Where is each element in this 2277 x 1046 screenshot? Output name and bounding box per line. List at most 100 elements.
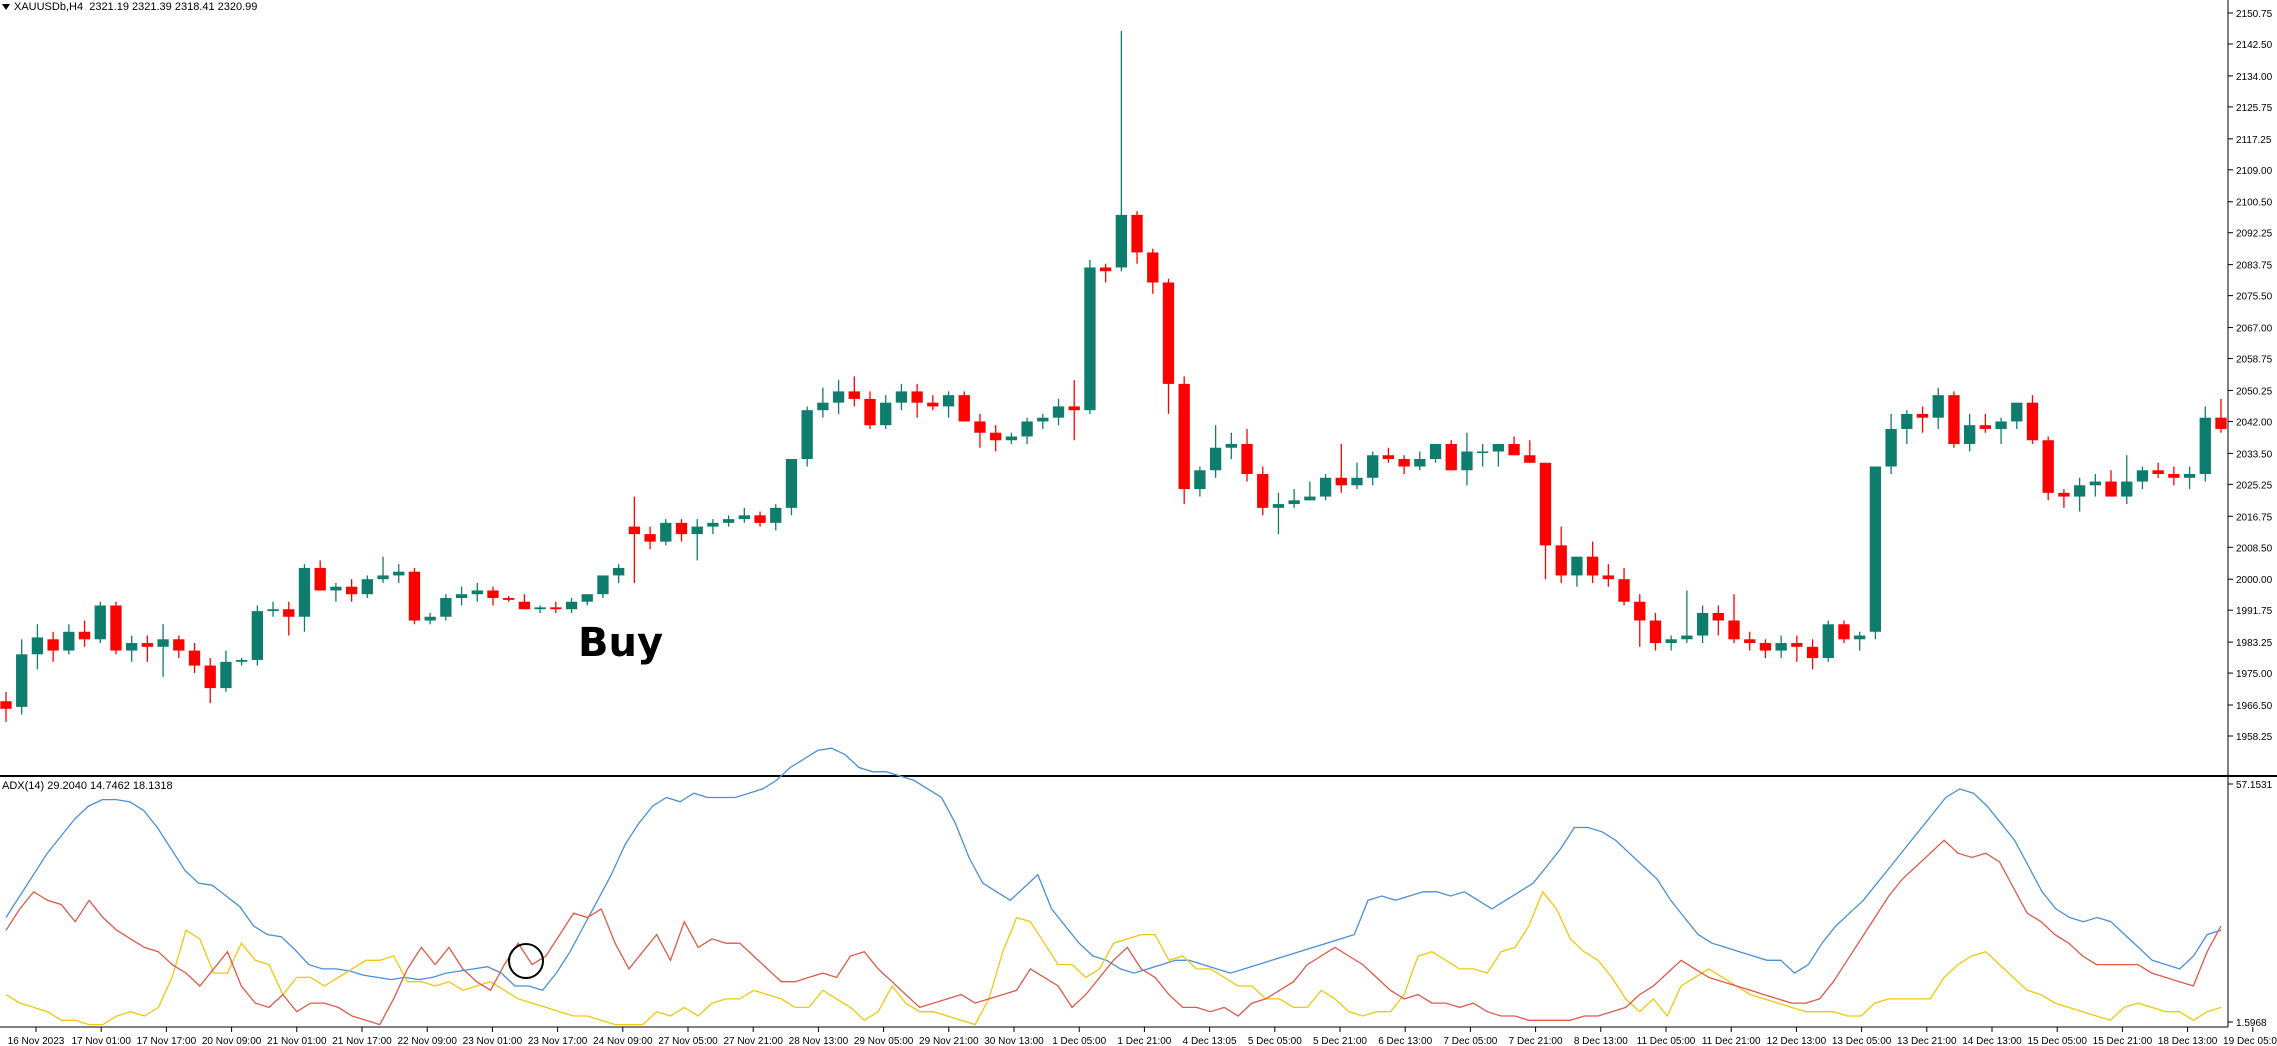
candles-layer — [0, 30, 2227, 722]
time-tick-label: 16 Nov 2023 — [8, 1036, 65, 1046]
candle — [958, 391, 970, 422]
time-tick-label: 6 Dec 13:00 — [1378, 1036, 1432, 1046]
candle — [660, 519, 672, 546]
candle — [1995, 417, 2007, 444]
candle — [94, 601, 106, 644]
candle — [440, 594, 452, 621]
price-tick-label: 2000.00 — [2236, 575, 2273, 586]
price-tick-label: 2067.00 — [2236, 324, 2273, 335]
candle — [345, 579, 358, 602]
candle — [1272, 492, 1285, 535]
candle — [1822, 620, 1834, 662]
time-tick-label: 1 Dec 05:00 — [1052, 1036, 1106, 1046]
candle — [1728, 594, 1740, 644]
candle — [1052, 398, 1065, 426]
time-tick-label: 21 Nov 17:00 — [332, 1036, 392, 1046]
candle — [361, 575, 373, 598]
time-tick-label: 30 Nov 13:00 — [984, 1036, 1044, 1046]
candle — [204, 658, 216, 704]
time-tick-label: 17 Nov 01:00 — [71, 1036, 131, 1046]
candle — [1084, 259, 1096, 414]
candle — [1634, 594, 1646, 647]
dropdown-triangle-icon[interactable] — [2, 4, 10, 11]
candle — [2026, 395, 2039, 444]
candle — [1037, 413, 1049, 429]
candle — [455, 586, 468, 606]
price-tick-label: 1983.25 — [2236, 638, 2273, 649]
candle — [832, 380, 845, 414]
candle — [1429, 443, 1442, 463]
candle — [1744, 631, 1756, 651]
candle — [1162, 278, 1175, 414]
candle — [1319, 474, 1332, 501]
candle — [377, 556, 389, 583]
candle — [110, 601, 122, 655]
candle — [2215, 398, 2227, 433]
candle — [1665, 635, 1677, 651]
candle — [817, 387, 829, 418]
time-tick-label: 13 Dec 05:00 — [1832, 1036, 1892, 1046]
buy-label: Buy — [578, 620, 664, 666]
candle — [16, 639, 28, 715]
price-tick-label: 2150.75 — [2236, 9, 2273, 20]
candle — [1524, 440, 1536, 463]
price-tick-label: 2008.50 — [2236, 543, 2273, 554]
candle — [613, 564, 625, 583]
candle — [1571, 556, 1583, 587]
price-tick-label: 2058.75 — [2236, 355, 2273, 366]
time-tick-label: 17 Nov 17:00 — [137, 1036, 197, 1046]
adx-tick-label: 1.5968 — [2236, 1018, 2267, 1029]
candle — [330, 582, 342, 602]
candle — [927, 395, 939, 411]
adx-tick-label: 57.1531 — [2236, 780, 2273, 791]
candle — [1885, 413, 1897, 475]
candle — [848, 376, 860, 407]
candle — [1696, 605, 1709, 644]
candle — [1806, 639, 1819, 670]
candle — [298, 564, 311, 632]
time-tick-label: 15 Dec 05:00 — [2027, 1036, 2087, 1046]
candle — [408, 567, 421, 625]
time-tick-label: 8 Dec 13:00 — [1574, 1036, 1628, 1046]
candle — [1492, 443, 1505, 467]
time-tick-label: 7 Dec 05:00 — [1443, 1036, 1497, 1046]
time-tick-label: 29 Nov 21:00 — [919, 1036, 979, 1046]
candle — [1979, 413, 1992, 433]
time-tick-label: 18 Dec 13:00 — [2158, 1036, 2218, 1046]
candle — [644, 526, 656, 550]
price-tick-label: 2075.50 — [2236, 292, 2273, 303]
candle — [581, 594, 593, 606]
candle — [534, 605, 546, 613]
time-axis: 16 Nov 2023 17 Nov 01:00 17 Nov 17:00 20 No… — [8, 1027, 2277, 1046]
candle — [770, 504, 782, 531]
time-tick-label: 19 Dec 05:00 — [2223, 1036, 2277, 1046]
candle — [1115, 30, 1128, 272]
ohlc-values: 2321.19 2321.39 2318.41 2320.99 — [89, 1, 258, 13]
time-tick-label: 28 Nov 13:00 — [789, 1036, 849, 1046]
symbol-header[interactable]: XAUUSDb,H4 2321.19 2321.39 2318.41 2320.… — [2, 1, 257, 13]
adx-axis: 57.1531 1.5968 — [2228, 780, 2273, 1029]
time-tick-label: 12 Dec 13:00 — [1767, 1036, 1827, 1046]
time-tick-label: 4 Dec 13:05 — [1183, 1036, 1237, 1046]
candle — [1367, 451, 1379, 486]
candle — [864, 391, 876, 429]
candle — [1304, 481, 1316, 501]
candle — [911, 383, 923, 418]
time-tick-label: 27 Nov 21:00 — [723, 1036, 783, 1046]
candle — [738, 507, 750, 523]
candle — [1209, 425, 1222, 478]
candle — [942, 391, 955, 418]
price-tick-label: 2100.50 — [2236, 198, 2273, 209]
candle — [1382, 447, 1395, 463]
adx-series-minusdi — [5, 839, 2222, 1026]
candle — [1586, 541, 1599, 583]
adx-series-adx — [5, 747, 2222, 992]
time-tick-label: 11 Dec 05:00 — [1637, 1036, 1696, 1046]
candle — [126, 635, 138, 662]
time-tick-label: 1 Dec 21:00 — [1117, 1036, 1171, 1046]
price-tick-label: 2033.50 — [2236, 449, 2273, 460]
candle — [1351, 462, 1363, 490]
candle — [722, 515, 735, 527]
price-axis: 2150.75 2142.50 2134.00 2125.75 2117.25 2109.… — [2228, 9, 2273, 743]
